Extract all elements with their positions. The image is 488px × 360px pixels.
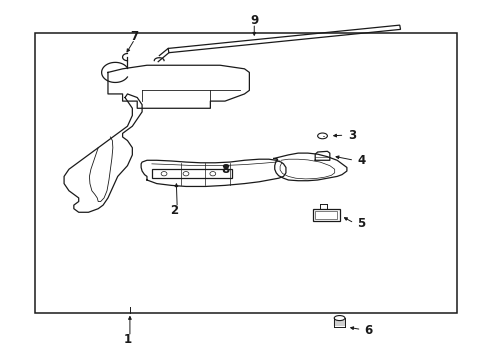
Text: 4: 4: [357, 154, 365, 167]
Text: 5: 5: [357, 216, 365, 230]
Text: 2: 2: [169, 204, 178, 217]
Bar: [152, 169, 232, 178]
Text: 7: 7: [130, 30, 139, 43]
Text: 1: 1: [123, 333, 131, 346]
Bar: [35, 33, 456, 313]
Text: 3: 3: [347, 129, 355, 142]
Text: 8: 8: [221, 163, 229, 176]
Bar: [312, 209, 339, 221]
Text: 6: 6: [364, 324, 372, 337]
Text: 9: 9: [250, 14, 258, 27]
Bar: [315, 211, 336, 219]
